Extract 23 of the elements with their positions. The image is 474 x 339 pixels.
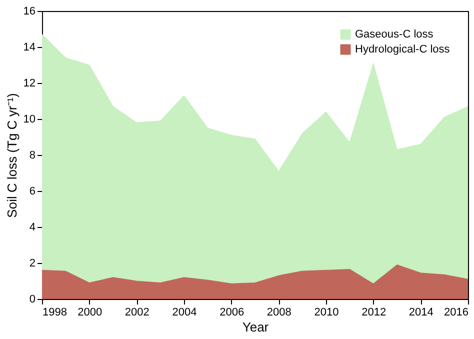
y-tick-label: 4: [29, 222, 36, 234]
x-tick-label: 2010: [314, 306, 339, 318]
y-tick-label: 8: [29, 150, 36, 162]
y-tick-label: 6: [29, 186, 36, 198]
x-tick-label: 2016: [444, 306, 468, 318]
y-tick-label: 10: [23, 114, 36, 126]
y-tick-label: 0: [29, 294, 36, 306]
legend-label: Hydrological-C loss: [355, 44, 450, 56]
x-tick-label: 2008: [266, 306, 292, 318]
y-tick-label: 2: [29, 258, 36, 270]
y-tick-label: 14: [23, 42, 36, 54]
x-tick-label: 1998: [42, 306, 67, 318]
x-tick-label: 2000: [78, 306, 102, 318]
x-axis-title: Year: [242, 320, 270, 334]
y-axis-title: Soil C loss (Tg C yr⁻¹): [4, 93, 20, 218]
y-tick-label: 16: [23, 6, 36, 18]
legend-label: Gaseous-C loss: [355, 28, 434, 40]
x-tick-label: 2012: [362, 306, 386, 318]
x-tick-label: 2006: [220, 306, 244, 318]
x-tick-label: 2014: [408, 306, 434, 318]
y-tick-label: 12: [23, 78, 36, 90]
x-tick-label: 2002: [124, 306, 150, 318]
x-tick-label: 2004: [172, 306, 197, 318]
